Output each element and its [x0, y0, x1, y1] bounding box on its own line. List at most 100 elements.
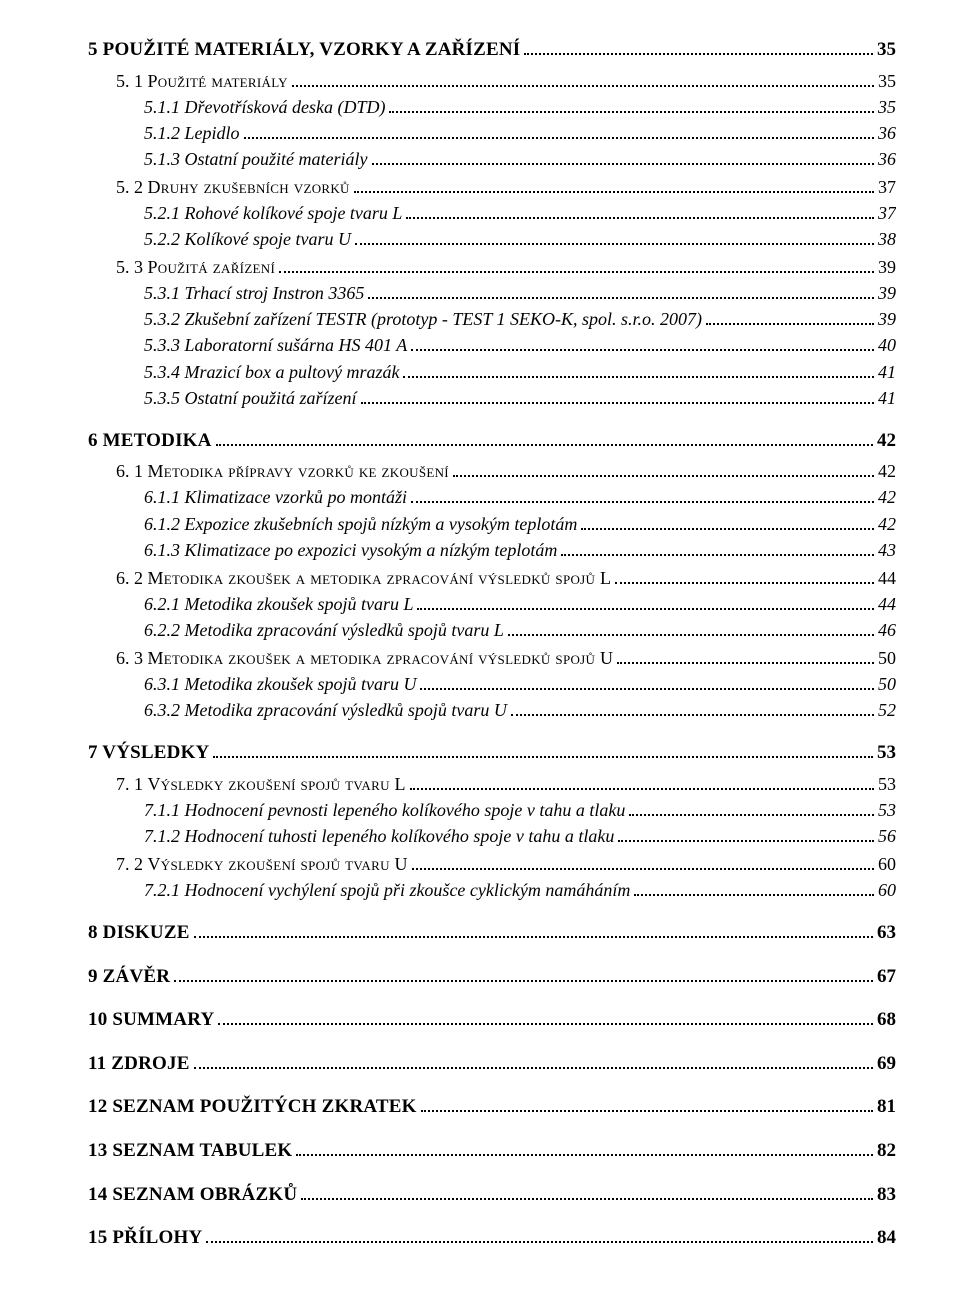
toc-entry-label: 5.3.5 Ostatní použitá zařízení	[144, 385, 357, 411]
toc-entry: 7.1.1 Hodnocení pevnosti lepeného kolíko…	[144, 797, 896, 823]
toc-entry: 5.1.2 Lepidlo 36	[144, 120, 896, 146]
toc-entry: 13 SEZNAM TABULEK 82	[88, 1137, 896, 1165]
toc-leader-dots	[213, 744, 873, 758]
toc-leader-dots	[411, 490, 874, 504]
toc-entry-label: 6.3.2 Metodika zpracování výsledků spojů…	[144, 697, 507, 723]
toc-leader-dots	[403, 364, 874, 378]
toc-entry: 5. 2 Druhy zkušebních vzorků 37	[116, 174, 896, 200]
toc-leader-dots	[508, 622, 874, 636]
toc-entry-title: Metodika zkoušek a metodika zpracování v…	[148, 648, 614, 668]
toc-leader-dots	[581, 516, 874, 530]
toc-entry-label: 7 VÝSLEDKY	[88, 739, 209, 767]
toc-leader-dots	[511, 702, 874, 716]
toc-entry-label: 8 DISKUZE	[88, 919, 190, 947]
toc-entry-label: 12 SEZNAM POUŽITÝCH ZKRATEK	[88, 1093, 417, 1121]
toc-entry: 6.3.2 Metodika zpracování výsledků spojů…	[144, 697, 896, 723]
toc-entry-page: 42	[877, 427, 896, 455]
toc-leader-dots	[524, 41, 873, 55]
toc-entry-page: 52	[878, 697, 896, 723]
toc-entry-page: 53	[878, 797, 896, 823]
toc-entry-page: 63	[877, 919, 896, 947]
toc-entry: 15 PŘÍLOHY 84	[88, 1224, 896, 1252]
toc-entry-label: 7. 1 Výsledky zkoušení spojů tvaru L	[116, 771, 406, 797]
toc-entry-page: 38	[878, 226, 896, 252]
toc-entry-number: 7. 2	[116, 854, 148, 874]
toc-entry-page: 81	[877, 1093, 896, 1121]
toc-entry-number: 5. 3	[116, 257, 148, 277]
toc-leader-dots	[615, 570, 874, 584]
toc-leader-dots	[406, 205, 874, 219]
toc-entry-page: 67	[877, 963, 896, 991]
toc-entry-label: 5.1.1 Dřevotřísková deska (DTD)	[144, 94, 385, 120]
toc-entry: 6.3.1 Metodika zkoušek spojů tvaru U 50	[144, 671, 896, 697]
toc-leader-dots	[292, 73, 874, 87]
toc-entry-label: 5.2.1 Rohové kolíkové spoje tvaru L	[144, 200, 402, 226]
toc-entry-page: 60	[878, 877, 896, 903]
toc-entry-label: 5. 2 Druhy zkušebních vzorků	[116, 174, 350, 200]
toc-leader-dots	[411, 338, 874, 352]
toc-entry: 7. 2 Výsledky zkoušení spojů tvaru U 60	[116, 851, 896, 877]
toc-entry-page: 50	[878, 671, 896, 697]
toc-entry-page: 44	[878, 565, 896, 591]
toc-entry-page: 42	[878, 511, 896, 537]
toc-leader-dots	[561, 542, 874, 556]
toc-entry-number: 7. 1	[116, 774, 148, 794]
toc-entry-label: 5. 3 Použitá zařízení	[116, 254, 275, 280]
toc-entry: 6.2.2 Metodika zpracování výsledků spojů…	[144, 617, 896, 643]
toc-leader-dots	[412, 856, 874, 870]
toc-leader-dots	[420, 676, 874, 690]
toc-entry: 5.3.2 Zkušební zařízení TESTR (prototyp …	[144, 306, 896, 332]
toc-entry-label: 7.1.1 Hodnocení pevnosti lepeného kolíko…	[144, 797, 625, 823]
toc-entry: 5.2.1 Rohové kolíkové spoje tvaru L 37	[144, 200, 896, 226]
toc-entry-label: 6.2.1 Metodika zkoušek spojů tvaru L	[144, 591, 413, 617]
toc-entry: 6. 2 Metodika zkoušek a metodika zpracov…	[116, 565, 896, 591]
toc-entry-page: 42	[878, 484, 896, 510]
toc-leader-dots	[206, 1229, 873, 1243]
toc-entry-page: 56	[878, 823, 896, 849]
toc-entry-page: 35	[878, 68, 896, 94]
toc-entry: 5.1.1 Dřevotřísková deska (DTD) 35	[144, 94, 896, 120]
toc-entry-page: 83	[877, 1181, 896, 1209]
toc-entry: 5.3.4 Mrazicí box a pultový mrazák 41	[144, 359, 896, 385]
toc-entry-number: 5. 1	[116, 71, 148, 91]
toc-leader-dots	[417, 596, 874, 610]
toc-entry-title: Použité materiály	[148, 71, 288, 91]
toc-entry-page: 43	[878, 537, 896, 563]
toc-entry: 5.1.3 Ostatní použité materiály 36	[144, 146, 896, 172]
toc-entry-number: 6. 2	[116, 568, 148, 588]
toc-entry-title: Výsledky zkoušení spojů tvaru L	[148, 774, 406, 794]
toc-entry-page: 40	[878, 332, 896, 358]
toc-entry: 10 SUMMARY 68	[88, 1006, 896, 1034]
toc-entry-label: 6. 1 Metodika přípravy vzorků ke zkoušen…	[116, 458, 449, 484]
toc-entry-number: 6. 1	[116, 461, 148, 481]
toc-entry-page: 36	[878, 146, 896, 172]
toc-leader-dots	[216, 431, 873, 445]
toc-entry: 14 SEZNAM OBRÁZKŮ 83	[88, 1181, 896, 1209]
toc-entry-label: 5.1.3 Ostatní použité materiály	[144, 146, 368, 172]
toc-entry-label: 6 METODIKA	[88, 427, 212, 455]
toc-entry-label: 5.3.1 Trhací stroj Instron 3365	[144, 280, 364, 306]
toc-entry-label: 5.3.3 Laboratorní sušárna HS 401 A	[144, 332, 407, 358]
toc-entry-label: 6. 3 Metodika zkoušek a metodika zpracov…	[116, 645, 613, 671]
toc-entry: 6. 3 Metodika zkoušek a metodika zpracov…	[116, 645, 896, 671]
toc-entry-page: 35	[877, 36, 896, 64]
toc-entry: 6.1.1 Klimatizace vzorků po montáži 42	[144, 484, 896, 510]
toc-entry-label: 6.1.1 Klimatizace vzorků po montáži	[144, 484, 407, 510]
toc-entry: 12 SEZNAM POUŽITÝCH ZKRATEK 81	[88, 1093, 896, 1121]
toc-leader-dots	[361, 390, 874, 404]
toc-entry-page: 39	[878, 306, 896, 332]
toc-entry: 8 DISKUZE 63	[88, 919, 896, 947]
toc-entry: 5.3.1 Trhací stroj Instron 3365 39	[144, 280, 896, 306]
toc-entry-label: 11 ZDROJE	[88, 1050, 190, 1078]
toc-entry-page: 37	[878, 200, 896, 226]
toc-entry-label: 5. 1 Použité materiály	[116, 68, 288, 94]
toc-entry-page: 42	[878, 458, 896, 484]
toc-entry-title: Metodika zkoušek a metodika zpracování v…	[148, 568, 612, 588]
toc-entry-page: 50	[878, 645, 896, 671]
toc-entry-title: Druhy zkušebních vzorků	[148, 177, 350, 197]
table-of-contents: 5 POUŽITÉ MATERIÁLY, VZORKY A ZAŘÍZENÍ 3…	[88, 36, 896, 1252]
toc-leader-dots	[194, 1055, 873, 1069]
toc-leader-dots	[355, 231, 874, 245]
toc-entry-title: Výsledky zkoušení spojů tvaru U	[148, 854, 408, 874]
toc-entry-number: 6. 3	[116, 648, 148, 668]
